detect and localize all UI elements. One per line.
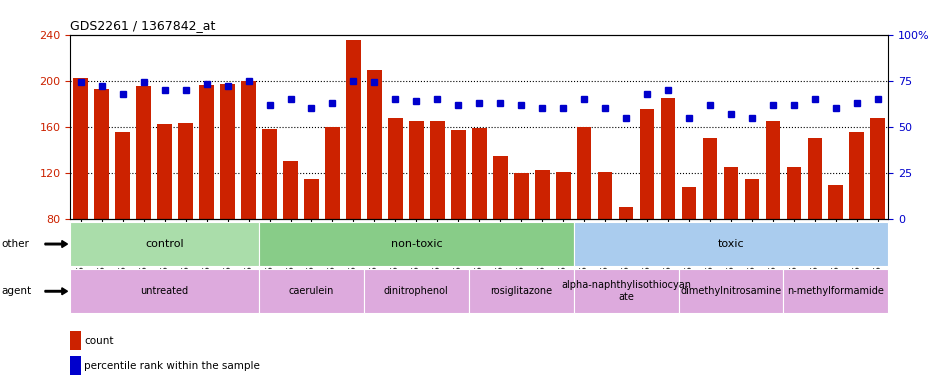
Bar: [73, 78, 88, 311]
Bar: [618, 207, 633, 311]
Bar: [115, 132, 130, 311]
Bar: [765, 121, 780, 311]
Bar: [807, 138, 821, 311]
Bar: [325, 127, 340, 311]
Text: percentile rank within the sample: percentile rank within the sample: [84, 361, 260, 371]
Bar: [849, 132, 863, 311]
Bar: [220, 84, 235, 311]
Bar: [345, 40, 360, 311]
Bar: [241, 81, 256, 311]
Text: alpha-naphthylisothiocyan
ate: alpha-naphthylisothiocyan ate: [561, 280, 691, 302]
Bar: [367, 70, 381, 311]
Bar: [95, 89, 109, 311]
Text: n-methylformamide: n-methylformamide: [786, 286, 884, 296]
Bar: [178, 123, 193, 311]
Bar: [597, 172, 612, 311]
Text: rosiglitazone: rosiglitazone: [490, 286, 551, 296]
Bar: [785, 167, 800, 311]
Text: non-toxic: non-toxic: [390, 239, 442, 249]
Bar: [639, 109, 653, 311]
Bar: [555, 172, 570, 311]
Bar: [513, 173, 528, 311]
Text: count: count: [84, 336, 113, 346]
Bar: [472, 128, 486, 311]
Text: agent: agent: [2, 286, 32, 296]
Bar: [577, 127, 591, 311]
Bar: [450, 130, 465, 311]
Bar: [304, 179, 318, 311]
Bar: [137, 86, 151, 311]
Bar: [199, 85, 213, 311]
Bar: [744, 179, 758, 311]
Text: control: control: [145, 239, 183, 249]
Bar: [870, 118, 885, 311]
Text: caerulein: caerulein: [288, 286, 334, 296]
Text: dimethylnitrosamine: dimethylnitrosamine: [680, 286, 781, 296]
Text: GDS2261 / 1367842_at: GDS2261 / 1367842_at: [70, 19, 215, 32]
Text: toxic: toxic: [717, 239, 743, 249]
Bar: [157, 124, 172, 311]
Bar: [409, 121, 423, 311]
Text: other: other: [2, 239, 30, 249]
Bar: [723, 167, 738, 311]
Bar: [660, 98, 675, 311]
Bar: [681, 187, 695, 311]
Bar: [827, 185, 842, 311]
Bar: [492, 156, 507, 311]
Bar: [283, 161, 298, 311]
Bar: [430, 121, 445, 311]
Bar: [702, 138, 717, 311]
Bar: [388, 118, 402, 311]
Text: untreated: untreated: [140, 286, 188, 296]
Text: dinitrophenol: dinitrophenol: [384, 286, 448, 296]
Bar: [534, 170, 548, 311]
Bar: [262, 129, 276, 311]
